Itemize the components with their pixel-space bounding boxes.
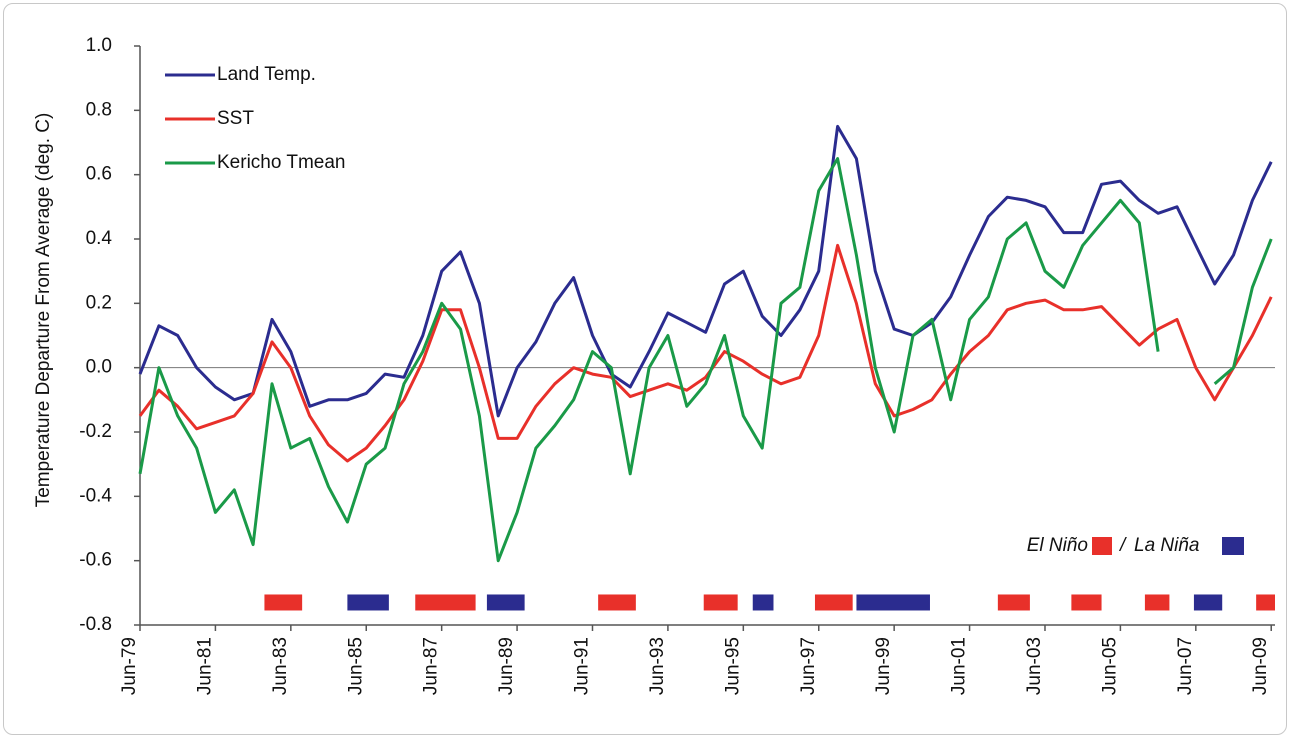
x-tick-label: Jun-99 bbox=[873, 637, 894, 695]
enso-period bbox=[1071, 594, 1102, 611]
enso-period bbox=[598, 594, 636, 611]
y-tick-label: 1.0 bbox=[86, 35, 112, 56]
enso-period bbox=[264, 594, 303, 611]
enso-period bbox=[814, 594, 853, 611]
series-line bbox=[138, 243, 1273, 463]
enso-legend-swatch bbox=[1222, 537, 1244, 555]
y-tick-label: -0.6 bbox=[79, 550, 112, 571]
y-tick-label: 0.6 bbox=[86, 164, 112, 185]
legend-label: SST bbox=[217, 108, 254, 129]
y-tick-label: 0.2 bbox=[86, 292, 112, 313]
enso-period bbox=[1256, 594, 1275, 611]
legend-label: Kericho Tmean bbox=[217, 152, 346, 173]
x-tick-label: Jun-01 bbox=[949, 637, 970, 695]
x-tick-label: Jun-05 bbox=[1099, 637, 1120, 695]
enso-period bbox=[1193, 594, 1223, 611]
x-tick-label: Jun-95 bbox=[722, 637, 743, 695]
x-tick-label: Jun-81 bbox=[194, 637, 215, 695]
x-tick-label: Jun-03 bbox=[1024, 637, 1045, 695]
x-tick-label: Jun-97 bbox=[798, 637, 819, 695]
y-tick-label: -0.8 bbox=[79, 614, 112, 635]
x-tick-label: Jun-89 bbox=[496, 637, 517, 695]
series-line bbox=[138, 124, 1273, 418]
y-tick-label: 0.4 bbox=[86, 228, 113, 249]
x-tick-label: Jun-07 bbox=[1175, 637, 1196, 695]
enso-period bbox=[347, 594, 389, 611]
x-tick-label: Jun-09 bbox=[1250, 637, 1271, 695]
enso-legend-label: El Niño bbox=[1027, 535, 1088, 556]
y-tick-label: 0.0 bbox=[86, 357, 112, 378]
x-tick-label: Jun-91 bbox=[572, 637, 593, 695]
enso-separator: / bbox=[1118, 535, 1127, 556]
enso-period bbox=[997, 594, 1030, 611]
enso-legend-swatch bbox=[1092, 537, 1112, 555]
legend-label: Land Temp. bbox=[217, 64, 316, 85]
y-tick-label: -0.4 bbox=[79, 485, 112, 506]
enso-period bbox=[486, 594, 525, 611]
enso-period bbox=[703, 594, 738, 611]
x-tick-label: Jun-83 bbox=[270, 637, 291, 695]
enso-period bbox=[1144, 594, 1170, 611]
enso-period bbox=[752, 594, 774, 611]
series-line bbox=[138, 157, 1273, 563]
enso-period bbox=[856, 594, 930, 611]
x-tick-label: Jun-93 bbox=[647, 637, 668, 695]
enso-period bbox=[415, 594, 476, 611]
y-tick-label: 0.8 bbox=[86, 99, 112, 120]
x-tick-label: Jun-85 bbox=[345, 637, 366, 695]
x-tick-label: Jun-79 bbox=[119, 637, 140, 695]
y-tick-label: -0.2 bbox=[79, 421, 112, 442]
x-tick-label: Jun-87 bbox=[421, 637, 442, 695]
enso-legend-label: La Niña bbox=[1134, 535, 1200, 556]
y-axis-label: Temperature Departure From Average (deg.… bbox=[33, 113, 54, 508]
